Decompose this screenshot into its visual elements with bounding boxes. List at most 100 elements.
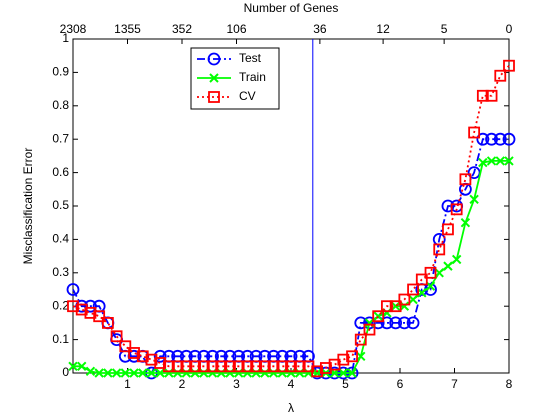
point bbox=[503, 59, 515, 72]
point bbox=[285, 360, 297, 373]
point bbox=[397, 316, 411, 330]
point bbox=[485, 89, 498, 102]
legend: Test Train CV bbox=[190, 47, 280, 110]
y-tick-label: 0 bbox=[62, 365, 69, 379]
point bbox=[136, 350, 149, 363]
point bbox=[85, 366, 96, 377]
x2-tick-label: 2308 bbox=[60, 22, 87, 36]
point bbox=[110, 330, 123, 343]
point bbox=[154, 357, 167, 369]
point bbox=[346, 350, 358, 363]
point bbox=[277, 368, 287, 378]
point bbox=[172, 368, 183, 378]
x-tick-label: 5 bbox=[342, 377, 349, 391]
point bbox=[119, 340, 132, 353]
point bbox=[485, 132, 498, 146]
point bbox=[476, 89, 489, 102]
y-tick-label: 0.5 bbox=[52, 198, 69, 212]
point bbox=[319, 362, 332, 374]
point bbox=[120, 368, 131, 378]
point bbox=[451, 254, 462, 265]
y-tick-label: 0.8 bbox=[52, 98, 69, 112]
point bbox=[424, 266, 437, 279]
y-tick-label: 0.6 bbox=[52, 165, 69, 179]
point bbox=[372, 310, 385, 323]
point bbox=[242, 368, 253, 378]
point bbox=[276, 360, 289, 373]
point bbox=[380, 316, 394, 330]
point bbox=[293, 360, 306, 373]
point bbox=[164, 368, 174, 378]
point bbox=[84, 306, 97, 319]
point bbox=[224, 360, 236, 373]
point bbox=[75, 303, 88, 316]
point bbox=[347, 368, 357, 378]
x2-tick-label: 12 bbox=[376, 22, 390, 36]
point bbox=[389, 316, 403, 330]
point bbox=[77, 361, 87, 372]
point bbox=[250, 360, 263, 373]
point bbox=[101, 316, 114, 329]
point bbox=[93, 310, 106, 323]
point bbox=[129, 368, 139, 378]
point bbox=[398, 293, 411, 306]
point bbox=[232, 360, 245, 373]
point bbox=[363, 323, 376, 336]
point bbox=[354, 333, 367, 346]
y-axis-label: Misclassification Error bbox=[21, 148, 35, 265]
x2-tick-label: 1355 bbox=[114, 22, 141, 36]
point bbox=[486, 156, 497, 166]
point bbox=[459, 173, 472, 186]
y-tick-label: 0.4 bbox=[52, 232, 69, 246]
legend-marker bbox=[209, 73, 219, 83]
point bbox=[356, 351, 366, 362]
point bbox=[206, 360, 219, 373]
point bbox=[138, 368, 148, 378]
point bbox=[111, 368, 122, 378]
point bbox=[180, 360, 193, 373]
point bbox=[493, 132, 507, 146]
point bbox=[67, 300, 79, 313]
point bbox=[241, 360, 254, 373]
x2-tick-label: 36 bbox=[313, 22, 327, 36]
point bbox=[363, 316, 376, 330]
point bbox=[389, 300, 402, 313]
point bbox=[153, 349, 167, 363]
point bbox=[295, 368, 305, 378]
point bbox=[407, 283, 419, 296]
y-tick-label: 0.7 bbox=[52, 131, 69, 145]
point bbox=[233, 368, 244, 378]
x-tick-label: 6 bbox=[397, 377, 404, 391]
point bbox=[406, 316, 420, 330]
point bbox=[415, 273, 428, 286]
point bbox=[84, 299, 97, 313]
legend-label: Train bbox=[239, 70, 266, 84]
point bbox=[399, 301, 410, 311]
point bbox=[260, 368, 270, 378]
x2-tick-label: 352 bbox=[172, 22, 192, 36]
point bbox=[94, 368, 104, 378]
y-tick-label: 0.3 bbox=[52, 265, 69, 279]
point bbox=[381, 300, 393, 313]
point bbox=[460, 217, 471, 228]
legend-label: CV bbox=[239, 89, 256, 103]
point bbox=[502, 132, 516, 146]
point bbox=[163, 360, 175, 373]
y-tick-label: 0.1 bbox=[52, 332, 69, 346]
point bbox=[408, 294, 418, 305]
x-axis-label: λ bbox=[288, 401, 294, 415]
point bbox=[468, 126, 481, 139]
point bbox=[311, 365, 324, 378]
x-tick-label: 8 bbox=[506, 377, 513, 391]
point bbox=[145, 353, 158, 366]
plot-area bbox=[72, 38, 510, 374]
x2-tick-label: 0 bbox=[506, 22, 513, 36]
point bbox=[207, 368, 218, 378]
x-tick-label: 2 bbox=[179, 377, 186, 391]
legend-marker bbox=[208, 91, 220, 103]
x2-tick-label: 5 bbox=[441, 22, 448, 36]
point bbox=[267, 360, 280, 373]
point bbox=[494, 69, 507, 82]
point bbox=[66, 283, 80, 296]
point bbox=[155, 368, 165, 378]
